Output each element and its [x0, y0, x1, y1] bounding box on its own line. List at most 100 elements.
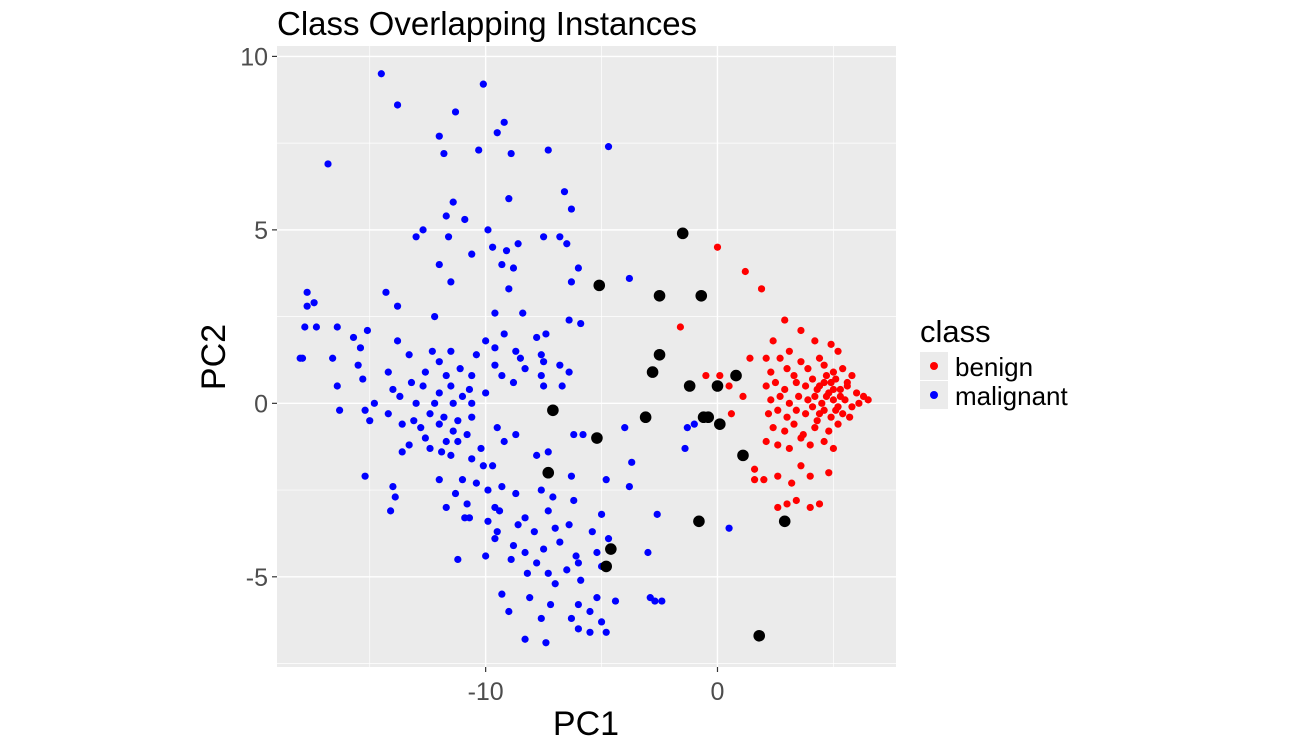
- point-malignant: [468, 413, 476, 421]
- point-malignant: [521, 365, 529, 373]
- point-benign: [811, 424, 819, 432]
- point-malignant: [683, 424, 691, 432]
- point-malignant: [570, 496, 578, 505]
- point-malignant: [489, 462, 497, 470]
- point-benign: [822, 392, 831, 400]
- point-malignant: [426, 444, 434, 453]
- point-malignant: [458, 392, 467, 400]
- point-malignant: [363, 326, 372, 335]
- point-benign: [846, 413, 854, 421]
- point-malignant: [611, 597, 620, 605]
- point-malignant: [498, 260, 506, 269]
- minor-gridlines: [277, 46, 896, 667]
- point-benign: [836, 385, 844, 394]
- point-malignant: [447, 451, 455, 459]
- point-malignant: [407, 378, 416, 387]
- point-benign: [702, 371, 710, 380]
- point-benign: [767, 396, 775, 404]
- point-malignant: [465, 385, 474, 394]
- point-malignant: [349, 333, 358, 342]
- legend-label-malignant: malignant: [955, 381, 1069, 411]
- y-axis-ticks: -5 0 5 10: [240, 43, 277, 592]
- point-benign: [764, 410, 773, 418]
- overlap-point: [676, 227, 689, 240]
- point-benign: [813, 417, 821, 425]
- point-malignant: [431, 399, 439, 407]
- point-malignant: [482, 552, 490, 560]
- point-malignant: [577, 319, 585, 328]
- point-malignant: [303, 302, 311, 310]
- point-benign: [797, 358, 805, 366]
- point-benign: [834, 420, 842, 428]
- point-malignant: [386, 507, 395, 515]
- point-malignant: [593, 594, 601, 602]
- point-malignant: [725, 524, 733, 532]
- point-benign: [818, 399, 826, 407]
- point-benign: [774, 472, 782, 480]
- point-malignant: [361, 406, 369, 414]
- point-malignant: [356, 344, 365, 352]
- point-malignant: [421, 434, 429, 442]
- point-benign: [827, 340, 835, 348]
- point-malignant: [479, 462, 487, 470]
- x-axis-ticks: -10 0: [468, 667, 724, 706]
- point-malignant: [359, 375, 367, 383]
- point-malignant: [493, 528, 501, 536]
- point-benign: [836, 392, 844, 400]
- point-benign: [797, 434, 805, 442]
- point-malignant: [537, 614, 545, 623]
- overlap-point: [753, 629, 766, 642]
- point-benign: [762, 382, 770, 390]
- overlap-point: [547, 404, 559, 417]
- point-malignant: [551, 580, 559, 588]
- point-malignant: [447, 278, 455, 286]
- point-benign: [750, 465, 759, 473]
- x-tick-label: -10: [468, 678, 504, 706]
- point-malignant: [621, 424, 629, 432]
- point-malignant: [333, 382, 341, 390]
- point-benign: [785, 399, 793, 407]
- point-malignant: [410, 417, 418, 425]
- point-benign: [792, 378, 800, 387]
- point-malignant: [495, 507, 504, 515]
- point-malignant: [516, 354, 525, 362]
- point-malignant: [577, 576, 585, 584]
- point-benign: [774, 406, 782, 414]
- point-benign: [808, 403, 817, 411]
- point-malignant: [586, 628, 594, 636]
- point-malignant: [602, 476, 610, 484]
- point-malignant: [435, 260, 443, 269]
- point-malignant: [574, 600, 582, 609]
- point-benign: [750, 476, 759, 484]
- point-benign: [801, 382, 810, 390]
- point-malignant: [396, 392, 404, 400]
- point-benign: [790, 371, 798, 380]
- point-malignant: [544, 569, 552, 577]
- point-malignant: [690, 420, 698, 428]
- point-malignant: [498, 371, 506, 380]
- point-malignant: [412, 233, 420, 241]
- point-malignant: [354, 361, 362, 369]
- point-malignant: [509, 264, 518, 272]
- point-benign: [781, 316, 789, 324]
- point-benign: [774, 441, 782, 449]
- overlap-point: [702, 411, 715, 424]
- overlap-point: [693, 515, 705, 528]
- point-benign: [811, 337, 819, 345]
- overlap-point: [711, 380, 724, 392]
- point-benign: [820, 361, 828, 369]
- point-malignant: [444, 233, 453, 241]
- point-malignant: [458, 476, 467, 484]
- point-malignant: [546, 600, 555, 609]
- legend-dot-benign: [930, 362, 938, 370]
- overlap-point: [591, 432, 603, 444]
- overlap-point: [542, 466, 555, 479]
- point-malignant: [412, 399, 420, 407]
- point-malignant: [475, 146, 483, 154]
- point-malignant: [540, 545, 548, 553]
- point-malignant: [491, 344, 499, 352]
- overlap-point: [730, 369, 742, 382]
- point-malignant: [493, 129, 501, 137]
- point-malignant: [523, 569, 531, 577]
